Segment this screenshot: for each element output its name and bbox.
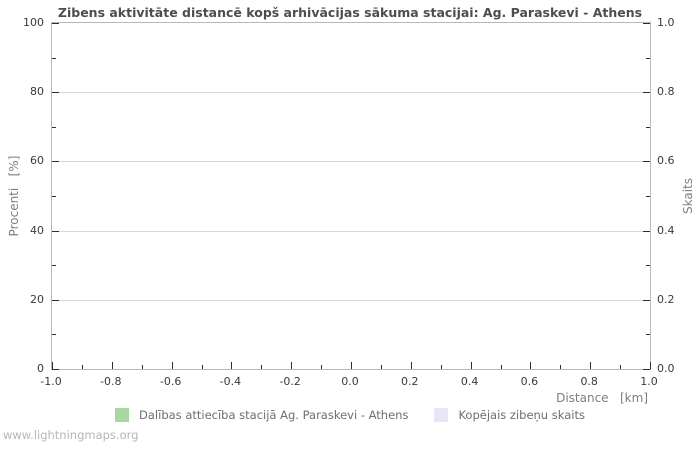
legend-item-total-strokes: Kopējais zibeņu skaits <box>434 408 585 422</box>
y-minor-tick-left <box>52 196 56 197</box>
gridline <box>52 161 650 163</box>
y-tick-label-left: 60 <box>30 154 44 168</box>
y-minor-tick-left <box>52 334 56 336</box>
y-minor-tick-right <box>646 57 650 59</box>
y-major-tick-right <box>643 230 650 232</box>
x-tick-label: 0.2 <box>401 375 419 388</box>
y-tick-label-right: 0.8 <box>657 85 675 99</box>
x-major-tick <box>590 362 592 369</box>
x-tick-label: 1.0 <box>640 375 658 388</box>
legend-item-station-ratio: Dalības attiecība stacijā Ag. Paraskevi … <box>115 408 408 422</box>
x-major-tick <box>291 362 293 369</box>
y-major-tick-left <box>52 230 59 232</box>
x-tick-label: -0.8 <box>100 375 122 388</box>
y-minor-tick-right <box>646 126 650 128</box>
y-major-tick-right <box>643 369 650 370</box>
x-major-tick <box>52 362 53 369</box>
y-major-tick-right <box>643 299 650 301</box>
y-axis-title-right: Skaits <box>681 178 695 214</box>
x-minor-tick <box>141 365 143 369</box>
y-minor-tick-right <box>646 334 650 336</box>
y-minor-tick-right <box>646 265 650 267</box>
x-major-tick <box>171 362 173 369</box>
x-major-tick <box>111 362 113 369</box>
x-minor-tick <box>321 365 323 369</box>
gridline <box>52 299 650 301</box>
y-major-tick-left <box>52 299 59 301</box>
y-minor-tick-left <box>52 57 56 59</box>
x-minor-tick <box>201 365 203 369</box>
x-tick-label: 0.0 <box>341 375 359 388</box>
x-major-tick <box>351 362 352 369</box>
x-minor-tick <box>81 365 83 369</box>
watermark: www.lightningmaps.org <box>3 428 139 442</box>
y-major-tick-right <box>643 161 650 163</box>
y-major-tick-left <box>52 161 59 163</box>
y-tick-label-left: 40 <box>30 223 44 237</box>
x-tick-label: 0.8 <box>580 375 598 388</box>
legend: Dalības attiecība stacijā Ag. Paraskevi … <box>0 408 700 422</box>
y-tick-label-left: 80 <box>30 85 44 99</box>
x-minor-tick <box>560 365 562 369</box>
x-minor-tick <box>440 365 442 369</box>
y-major-tick-right <box>643 92 650 94</box>
y-major-tick-left <box>52 23 59 24</box>
legend-label: Kopējais zibeņu skaits <box>458 408 585 422</box>
x-axis-title: Distance [km] <box>556 391 648 405</box>
x-major-tick <box>530 362 532 369</box>
legend-label: Dalības attiecība stacijā Ag. Paraskevi … <box>139 408 409 422</box>
x-tick-label: -0.4 <box>219 375 242 388</box>
y-tick-label-right: 0.4 <box>657 223 675 237</box>
y-axis-title-left: Procenti [%] <box>7 155 21 237</box>
y-minor-tick-right <box>646 196 650 197</box>
x-major-tick <box>650 362 651 369</box>
legend-swatch-lavender <box>434 408 449 422</box>
x-minor-tick <box>261 365 263 369</box>
legend-swatch-green <box>115 408 130 422</box>
y-tick-label-right: 1.0 <box>657 16 675 29</box>
x-minor-tick <box>500 365 502 369</box>
x-major-tick <box>231 362 233 369</box>
x-major-tick <box>410 362 412 369</box>
y-minor-tick-left <box>52 126 56 128</box>
y-tick-label-right: 0.2 <box>657 292 675 306</box>
y-tick-label-left: 100 <box>23 16 44 29</box>
x-minor-tick <box>620 365 622 369</box>
y-tick-label-left: 20 <box>30 292 44 306</box>
y-tick-label-right: 0.6 <box>657 154 675 168</box>
gridline <box>52 230 650 232</box>
y-tick-label-right: 0.0 <box>657 362 675 375</box>
plot-area <box>51 22 651 370</box>
x-tick-label: 0.6 <box>520 375 539 388</box>
x-tick-label: -0.6 <box>159 375 182 388</box>
x-minor-tick <box>380 365 382 369</box>
y-tick-label-left: 0 <box>37 362 44 375</box>
y-major-tick-left <box>52 369 59 370</box>
y-minor-tick-left <box>52 265 56 267</box>
x-tick-label: 0.4 <box>460 375 479 388</box>
y-major-tick-left <box>52 92 59 94</box>
chart-title: Zibens aktivitāte distancē kopš arhivāci… <box>57 5 643 20</box>
gridline <box>52 92 650 94</box>
x-tick-label: -1.0 <box>40 375 62 388</box>
y-major-tick-right <box>643 23 650 24</box>
x-major-tick <box>470 362 472 369</box>
x-tick-label: -0.2 <box>279 375 301 388</box>
